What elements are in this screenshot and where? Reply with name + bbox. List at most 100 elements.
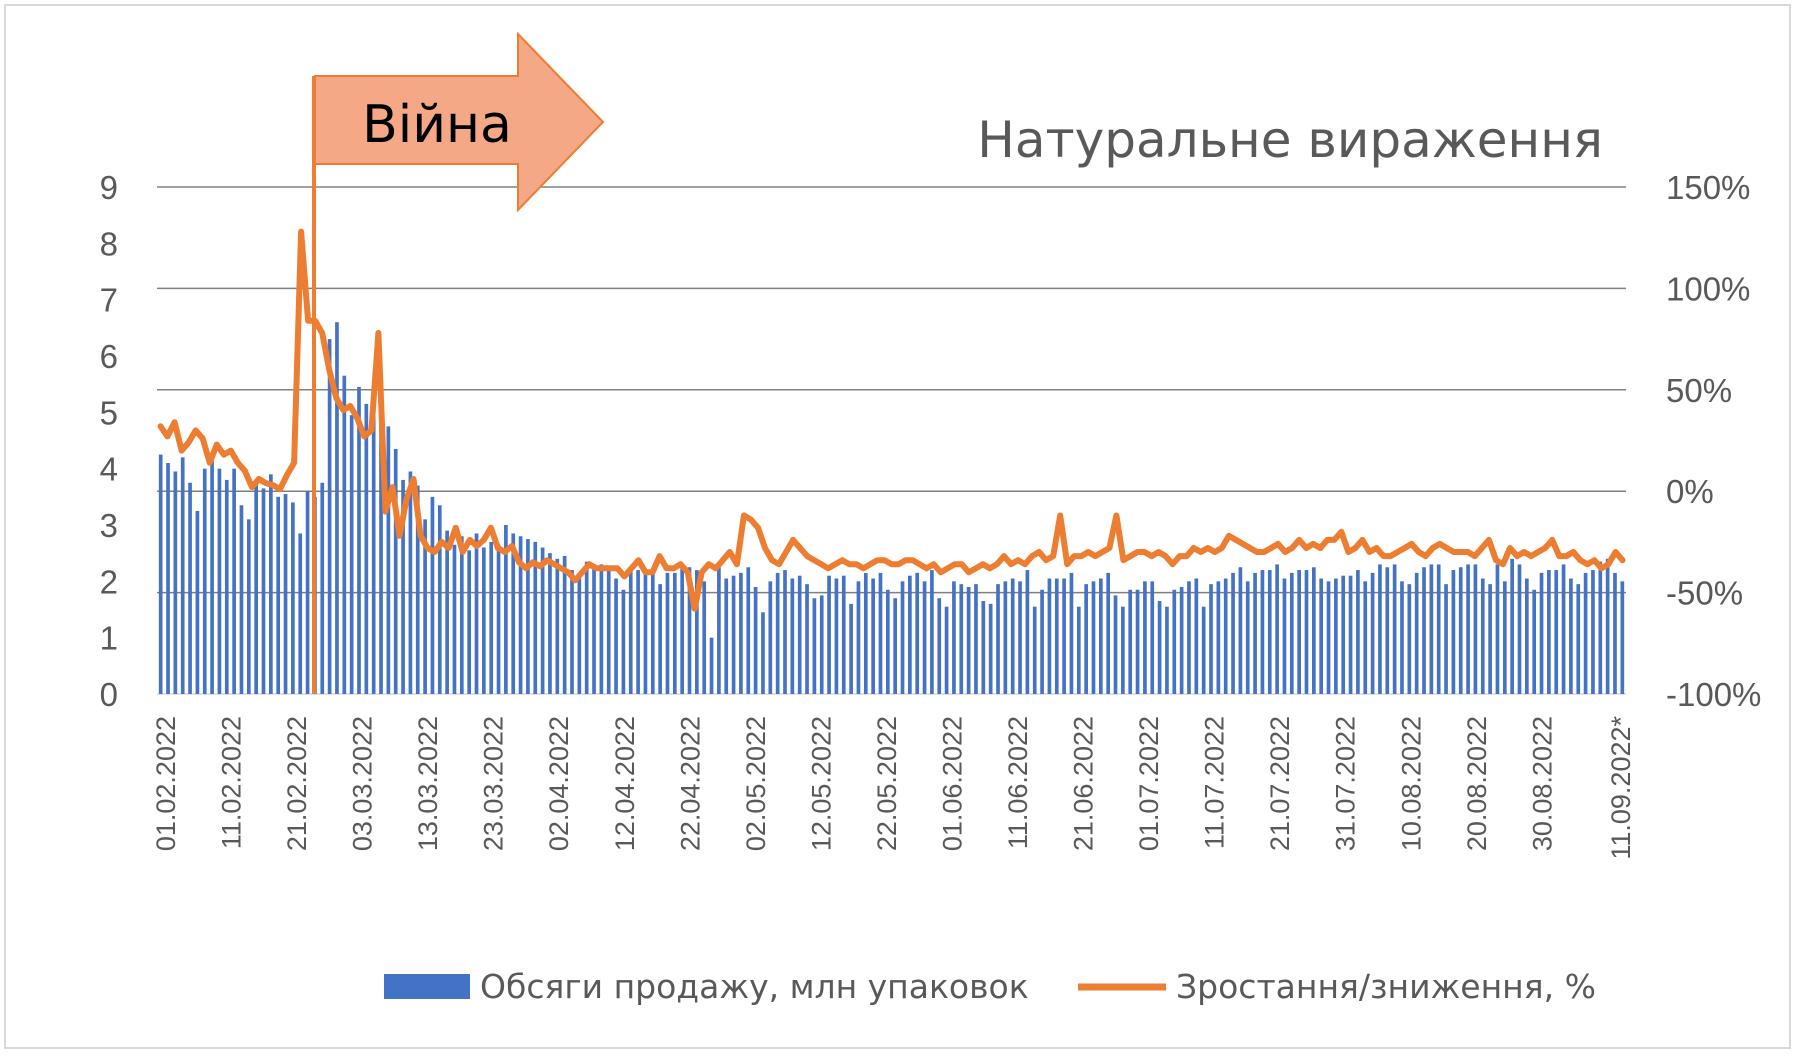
bar bbox=[1407, 584, 1412, 694]
bar bbox=[1018, 581, 1022, 694]
bar bbox=[834, 578, 839, 694]
x-tick-label: 22.05.2022 bbox=[872, 716, 902, 851]
bar bbox=[1370, 572, 1375, 694]
bar bbox=[1150, 581, 1155, 694]
bar bbox=[1289, 572, 1294, 694]
bar bbox=[1451, 570, 1456, 694]
bar bbox=[988, 603, 993, 694]
bar bbox=[1040, 589, 1044, 694]
legend-label-bars: Обсяги продажу, млн упаковок bbox=[480, 967, 1029, 1006]
bar bbox=[342, 375, 347, 694]
bar bbox=[1223, 578, 1228, 694]
chart-title: Натуральне вираження bbox=[977, 111, 1603, 169]
line-series bbox=[157, 228, 1626, 612]
bar bbox=[474, 533, 479, 694]
x-tick-label: 01.07.2022 bbox=[1134, 716, 1164, 851]
bar bbox=[915, 572, 920, 694]
bar bbox=[1488, 584, 1492, 694]
bar bbox=[974, 584, 978, 694]
bar bbox=[357, 386, 361, 694]
war-annotation: Війна bbox=[362, 95, 512, 155]
bar bbox=[930, 570, 934, 694]
bar bbox=[805, 584, 809, 694]
bar bbox=[1334, 578, 1338, 694]
bar bbox=[452, 544, 457, 694]
right-axis-ticks: -100% -50% 0% 50% 100% 150% bbox=[1666, 169, 1761, 713]
bar bbox=[1098, 578, 1103, 694]
bar bbox=[702, 581, 707, 694]
bar bbox=[570, 570, 574, 694]
bar bbox=[1238, 567, 1243, 694]
bar bbox=[1003, 581, 1008, 694]
bar bbox=[1539, 572, 1544, 694]
bar bbox=[1084, 584, 1088, 694]
bar bbox=[1554, 570, 1559, 694]
bar bbox=[1576, 584, 1581, 694]
bar bbox=[709, 637, 714, 694]
x-axis-ticks: 01.02.2022 11.02.2022 21.02.2022 03.03.2022… bbox=[151, 716, 1636, 860]
gridlines bbox=[157, 186, 1626, 695]
bar bbox=[1473, 564, 1478, 694]
bar bbox=[944, 606, 949, 694]
x-tick-label: 21.07.2022 bbox=[1265, 716, 1295, 851]
bar bbox=[1458, 567, 1463, 694]
x-tick-label: 02.04.2022 bbox=[544, 716, 574, 851]
x-tick-label: 01.02.2022 bbox=[151, 716, 181, 851]
bar bbox=[621, 589, 626, 694]
legend-label-line: Зростання/зниження, % bbox=[1176, 967, 1596, 1006]
bar bbox=[1495, 564, 1500, 694]
bar bbox=[1062, 578, 1066, 694]
growth-line bbox=[157, 228, 1626, 612]
bar bbox=[166, 463, 170, 694]
bar bbox=[584, 561, 589, 694]
right-tick-label: -50% bbox=[1666, 575, 1743, 612]
bar bbox=[650, 570, 655, 694]
right-tick-label: -100% bbox=[1666, 676, 1761, 713]
bar bbox=[1113, 595, 1118, 694]
x-tick-label: 11.06.2022 bbox=[1003, 716, 1033, 849]
bar bbox=[459, 536, 464, 694]
bar bbox=[628, 570, 633, 694]
right-tick-label: 50% bbox=[1666, 372, 1732, 409]
bar bbox=[966, 586, 971, 694]
bar bbox=[188, 482, 192, 694]
bar bbox=[173, 471, 178, 694]
bar bbox=[1143, 581, 1147, 694]
bar bbox=[335, 322, 339, 694]
bar bbox=[885, 589, 890, 694]
bar bbox=[819, 595, 824, 694]
bar bbox=[1216, 581, 1221, 694]
bar bbox=[1069, 572, 1074, 694]
x-tick-label: 11.02.2022 bbox=[217, 716, 247, 849]
bar bbox=[952, 581, 956, 694]
bar bbox=[1444, 584, 1448, 694]
bar bbox=[1128, 589, 1133, 694]
bar bbox=[555, 558, 560, 694]
legend: Обсяги продажу, млн упаковок Зростання/з… bbox=[384, 967, 1596, 1006]
left-tick-label: 1 bbox=[100, 620, 118, 657]
bar bbox=[827, 575, 831, 694]
left-tick-label: 9 bbox=[100, 169, 118, 206]
bar bbox=[1091, 581, 1096, 694]
bar bbox=[856, 581, 861, 694]
bar bbox=[1547, 570, 1551, 694]
bar bbox=[518, 536, 523, 694]
bar bbox=[1400, 581, 1404, 694]
bar bbox=[283, 494, 288, 694]
x-tick-label: 13.03.2022 bbox=[413, 716, 443, 851]
bar bbox=[1282, 578, 1287, 694]
bar bbox=[1312, 567, 1316, 694]
left-tick-label: 3 bbox=[100, 507, 118, 544]
bar bbox=[445, 530, 449, 694]
bar bbox=[467, 550, 471, 694]
bar bbox=[606, 567, 611, 694]
bar bbox=[1378, 564, 1382, 694]
bar bbox=[1275, 564, 1279, 694]
bar bbox=[783, 570, 787, 694]
x-tick-label: 23.03.2022 bbox=[479, 716, 509, 851]
bar bbox=[672, 572, 677, 694]
x-tick-label: 03.03.2022 bbox=[348, 716, 378, 851]
bar bbox=[768, 581, 773, 694]
left-axis-ticks: 0 1 2 3 4 5 6 7 8 9 bbox=[100, 169, 118, 713]
bar bbox=[504, 525, 508, 694]
